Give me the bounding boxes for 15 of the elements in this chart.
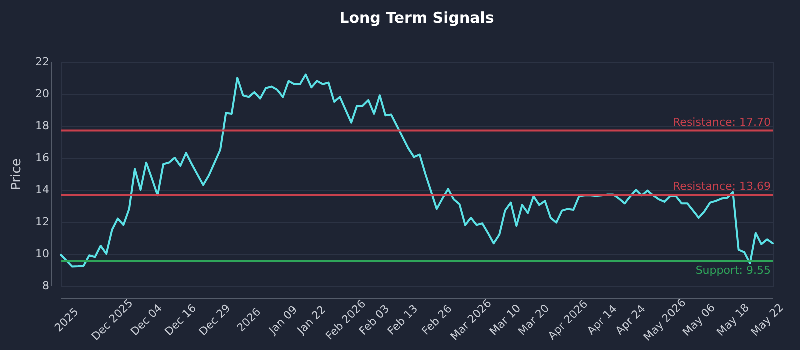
ref-line-label: Resistance: 17.70 [673,116,771,129]
y-axis-title: Price [10,158,25,190]
y-tick-label: 8 [42,280,50,292]
ref-line-label: Resistance: 13.69 [673,180,771,193]
ref-line-label: Support: 9.55 [696,264,771,278]
y-tick-label: 10 [36,248,50,260]
y-tick-label: 18 [36,120,50,132]
y-tick-label: 22 [36,56,50,68]
y-tick-label: 14 [36,184,50,196]
chart-title: Long Term Signals [340,9,494,27]
y-tick-label: 16 [36,152,50,164]
x-tick-label: Dec 29 [196,302,234,338]
y-tick-label: 20 [36,88,50,100]
x-tick-label: Dec 16 [162,302,200,338]
y-tick-label: 12 [36,216,50,228]
